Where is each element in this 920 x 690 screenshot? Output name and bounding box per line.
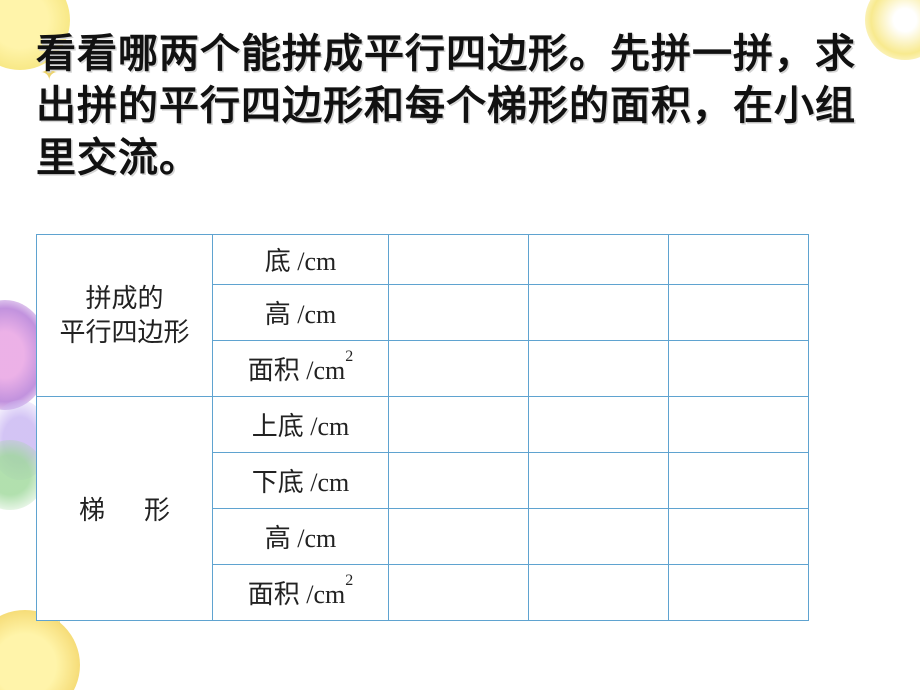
table-row: 梯 形 上底 /cm (37, 397, 809, 453)
group-label-text: 梯 形 (79, 496, 170, 525)
row-label-bottom: 下底 /cm (213, 453, 389, 509)
cell-value (389, 341, 529, 397)
row-label-base: 底 /cm (213, 235, 389, 285)
cell-value (389, 509, 529, 565)
cell-value (529, 397, 669, 453)
cell-value (669, 397, 809, 453)
row-label-top: 上底 /cm (213, 397, 389, 453)
cell-value (529, 453, 669, 509)
cell-value (389, 565, 529, 621)
group-trapezoid: 梯 形 (37, 397, 213, 621)
cell-value (669, 509, 809, 565)
cell-value (389, 453, 529, 509)
group-label-line: 拼成的 (85, 284, 163, 313)
slide-content: 看看哪两个能拼成平行四边形。先拼一拼，求出拼的平行四边形和每个梯形的面积，在小组… (0, 0, 920, 621)
superscript-2: 2 (345, 348, 353, 365)
title-text: 看看哪两个能拼成平行四边形。先拼一拼，求出拼的平行四边形和每个梯形的面积，在小组… (36, 28, 884, 184)
area-label-text: 面积 /cm (248, 580, 346, 609)
superscript-2: 2 (345, 572, 353, 589)
row-label-area: 面积 /cm2 (213, 341, 389, 397)
cell-value (389, 285, 529, 341)
data-table: 拼成的 平行四边形 底 /cm 高 /cm 面积 /cm2 (36, 234, 809, 621)
cell-value (529, 509, 669, 565)
cell-value (669, 341, 809, 397)
row-label-height: 高 /cm (213, 509, 389, 565)
cell-value (669, 285, 809, 341)
group-parallelogram: 拼成的 平行四边形 (37, 235, 213, 397)
group-label-line: 平行四边形 (59, 318, 189, 347)
cell-value (669, 453, 809, 509)
area-label-text: 面积 /cm (248, 356, 346, 385)
cell-value (529, 565, 669, 621)
cell-value (529, 285, 669, 341)
table-row: 拼成的 平行四边形 底 /cm (37, 235, 809, 285)
cell-value (529, 235, 669, 285)
cell-value (389, 397, 529, 453)
cell-value (529, 341, 669, 397)
row-label-area: 面积 /cm2 (213, 565, 389, 621)
row-label-height: 高 /cm (213, 285, 389, 341)
cell-value (669, 235, 809, 285)
cell-value (389, 235, 529, 285)
table-body: 拼成的 平行四边形 底 /cm 高 /cm 面积 /cm2 (37, 235, 809, 621)
cell-value (669, 565, 809, 621)
